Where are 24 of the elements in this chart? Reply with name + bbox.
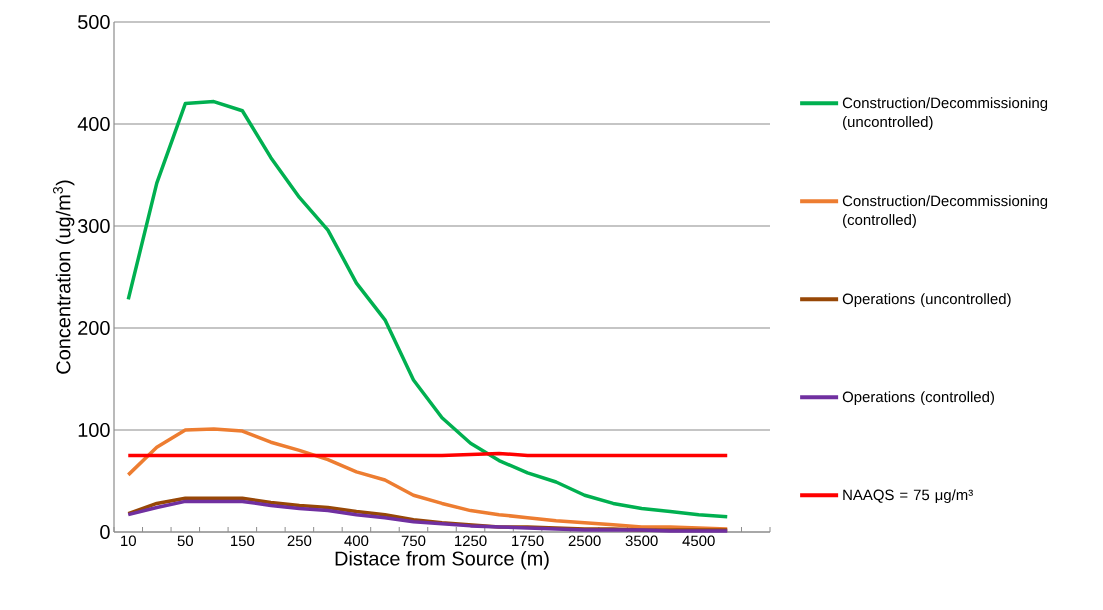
x-tick-label: 250	[287, 535, 312, 547]
x-tick-label: 750	[401, 535, 426, 547]
x-tick-label: 1250	[455, 535, 487, 547]
legend-label: Construction/Decommissioning (controlled)	[842, 195, 1048, 229]
x-axis-title: Distace from Source (m)	[335, 550, 549, 570]
y-axis-title: Concentration (ug/m$^{3}$)	[53, 180, 75, 374]
y-tick-label: 100	[78, 422, 110, 438]
x-tick-label: 1750	[512, 535, 544, 547]
x-tick-label: 2500	[568, 535, 601, 547]
x-tick-label: 400	[344, 535, 369, 547]
x-tick-label: 150	[231, 535, 255, 547]
y-tick-label: 0	[100, 524, 110, 540]
y-tick-label: 300	[78, 218, 110, 234]
x-tick-label: 4500	[682, 535, 715, 547]
x-tick-label: 10	[121, 535, 136, 547]
y-tick-label: 200	[78, 320, 110, 336]
legend-label: NAAQS = 75 μg/m³	[843, 489, 973, 504]
y-tick-label: 400	[77, 116, 110, 132]
y-tick-label: 500	[78, 14, 110, 30]
x-tick-label: 3500	[625, 535, 658, 547]
legend-label: Construction/Decommissioning (uncontrolled)	[842, 97, 1048, 131]
legend-label: Operations (uncontrolled)	[842, 293, 1011, 308]
legend-label: Operations (controlled)	[842, 391, 994, 406]
x-tick-label: 50	[177, 535, 194, 547]
